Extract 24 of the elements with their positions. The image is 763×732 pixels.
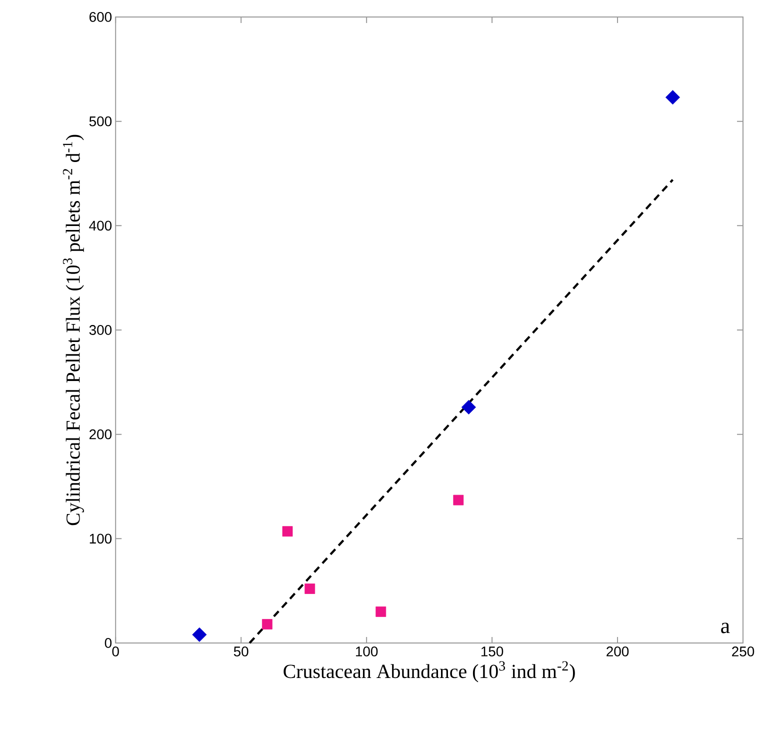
y-tick-label: 400 — [89, 220, 112, 231]
point — [665, 90, 680, 105]
y-tick-label: 300 — [89, 325, 112, 335]
x-tick-label: 0 — [112, 646, 119, 656]
x-tick-label: 150 — [481, 646, 504, 656]
point — [461, 400, 476, 414]
point — [453, 494, 464, 506]
y-tick-label: 0 — [104, 638, 112, 648]
y-axis-title: Cylindrical Fecal Pellet Flux (10$^{3}$ pellets m$^{-2}$ d$^{-1}$) — [62, 134, 84, 526]
y-tick-label: 500 — [89, 116, 112, 126]
x-tick-label: 100 — [356, 646, 378, 656]
point — [282, 526, 293, 537]
point — [192, 627, 207, 642]
point — [262, 619, 272, 630]
x-axis-title: Crustacean Abundance (10$^{3}$ ind m$^{-2}$) — [284, 661, 575, 682]
point — [304, 584, 316, 594]
x-tick-label: 250 — [732, 646, 754, 656]
point — [376, 606, 386, 617]
x-tick-label: 200 — [606, 646, 629, 656]
annotation: a — [721, 622, 730, 634]
x-tick-label: 50 — [234, 646, 248, 656]
y-tick-label: 600 — [90, 12, 112, 22]
y-tick-label: 200 — [90, 429, 112, 440]
y-tick-label: 100 — [90, 534, 112, 544]
